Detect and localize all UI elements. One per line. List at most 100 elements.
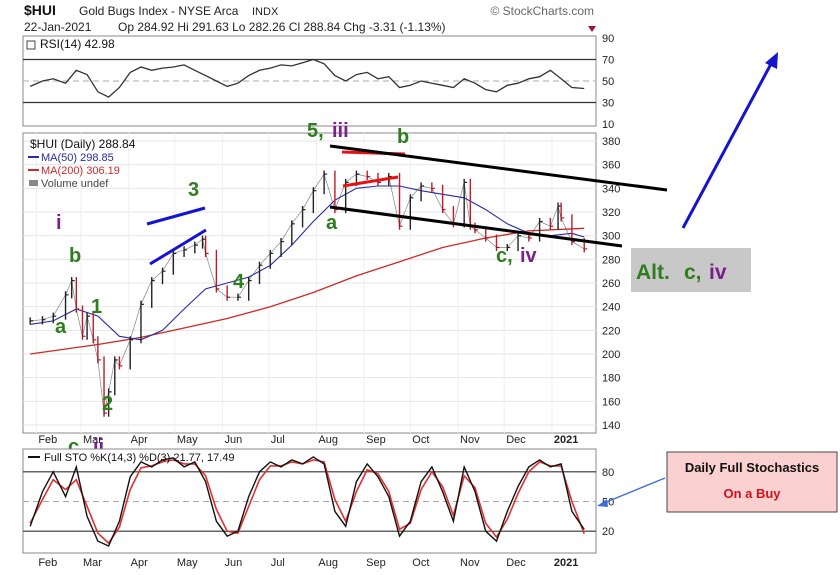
rsi-marker-icon: [26, 40, 36, 50]
price-tick-180: 180: [602, 373, 620, 385]
rsi-tick-70: 70: [602, 55, 614, 67]
price-xlabel-Mar: Mar: [83, 434, 102, 446]
legend-ma50: MA(50) 298.85: [41, 152, 114, 164]
wave-labels: i b a 1 2 c, ii 3 4 5, iii b a c, iv: [55, 120, 538, 458]
sto-xlabel-Aug: Aug: [318, 557, 338, 569]
price-xlabel-Jul: Jul: [271, 434, 285, 446]
legend-price: $HUI (Daily) 288.84: [30, 137, 136, 151]
symbol: $HUI: [24, 2, 56, 18]
wave-label-2: 2: [102, 393, 113, 415]
price-tick-280: 280: [602, 254, 620, 266]
wave-label-b: b: [69, 245, 81, 267]
sto-title: Full STO %K(14,3) %D(3) 21.77, 17.49: [44, 452, 235, 464]
sto-xlabel-Feb: Feb: [38, 557, 57, 569]
channel-upper-line: [329, 144, 668, 192]
rsi-y-ticks: 10 30 50 70 90: [602, 33, 614, 131]
wave-label-c-iv-iv: iv: [520, 245, 538, 267]
price-tick-260: 260: [602, 278, 620, 290]
price-grid: [23, 133, 596, 433]
sto-d-line: [29, 459, 585, 545]
alt-label-box: Alt. c, iv: [631, 248, 751, 292]
price-tick-340: 340: [602, 183, 620, 195]
wave-label-4: 4: [233, 271, 245, 293]
price-xlabel-2021: 2021: [554, 434, 578, 446]
price-xlabel-Oct: Oct: [412, 434, 429, 446]
sto-xlabel-Jun: Jun: [225, 557, 243, 569]
legend-volume-swatch: [29, 180, 38, 186]
wave-label-iii: iii: [332, 120, 349, 142]
price-line: [30, 173, 585, 414]
callout-arrow-icon: [597, 499, 608, 507]
channel-lower-line: [329, 205, 623, 248]
price-xlabel-May: May: [177, 434, 198, 446]
rsi-tick-90: 90: [602, 33, 614, 45]
price-tick-320: 320: [602, 207, 620, 219]
sto-xlabel-Oct: Oct: [412, 557, 429, 569]
alt-label-background: [631, 248, 751, 292]
change-down-icon: [588, 26, 596, 32]
sto-xlabel-Jul: Jul: [271, 557, 285, 569]
wave-label-a2: a: [326, 212, 338, 234]
source-credit: © StockCharts.com: [490, 4, 594, 18]
rsi-title: RSI(14) 42.98: [40, 37, 115, 51]
sto-k-line: [29, 456, 585, 547]
exchange: INDX: [252, 6, 279, 18]
price-xlabel-Sep: Sep: [366, 434, 386, 446]
ohlc-line: Op 284.92 Hi 291.63 Lo 282.26 Cl 288.84 …: [118, 20, 446, 34]
quote-date: 22-Jan-2021: [24, 20, 92, 34]
stochastics-callout: Daily Full Stochastics On a Buy: [597, 451, 838, 513]
price-xlabel-Dec: Dec: [506, 434, 526, 446]
sto-xlabel-Apr: Apr: [131, 557, 148, 569]
wave-label-a: a: [55, 316, 67, 338]
alt-label-c: c,: [684, 261, 702, 284]
price-tick-360: 360: [602, 160, 620, 172]
sto-x-ticks: Feb Mar Apr May Jun Jul Aug Sep Oct Nov Dec 2021: [38, 557, 578, 569]
rsi-grid: [23, 58, 596, 104]
legend-volume: Volume undef: [41, 178, 109, 190]
price-tick-220: 220: [602, 325, 620, 337]
callout-subtitle: On a Buy: [723, 486, 781, 501]
alt-label-prefix: Alt.: [636, 261, 670, 284]
sto-xlabel-Nov: Nov: [460, 557, 480, 569]
price-xlabel-Jun: Jun: [225, 434, 243, 446]
sto-xlabel-2021: 2021: [554, 557, 578, 569]
callout-title: Daily Full Stochastics: [685, 460, 819, 475]
legend-ma200: MA(200) 306.19: [41, 165, 120, 177]
wave-label-ii: ii: [93, 436, 104, 458]
price-tick-140: 140: [602, 420, 620, 432]
price-tick-300: 300: [602, 231, 620, 243]
rsi-panel: 10 30 50 70 90 RSI(14) 42.98: [22, 33, 614, 131]
price-xlabel-Aug: Aug: [318, 434, 338, 446]
sto-tick-80: 80: [602, 467, 614, 479]
price-x-ticks: Feb Mar Apr May Jun Jul Aug Sep Oct Nov Dec 2021: [38, 434, 578, 446]
rsi-tick-50: 50: [602, 76, 614, 88]
wave-label-c-iv-c: c,: [496, 245, 513, 267]
wave-label-b2: b: [397, 126, 409, 148]
wave-label-1: 1: [91, 296, 102, 318]
chart-header: $HUI Gold Bugs Index - NYSE Arca INDX © …: [24, 2, 596, 34]
flag-bottom-line: [149, 228, 207, 266]
wave-label-3: 3: [188, 179, 199, 201]
price-panel: 140160180200220240260280300320340360380 …: [22, 120, 668, 458]
alt-label-iv: iv: [709, 261, 727, 284]
sto-xlabel-May: May: [177, 557, 198, 569]
sto-xlabel-Mar: Mar: [83, 557, 102, 569]
sto-xlabel-Dec: Dec: [506, 557, 526, 569]
flag-top-line: [146, 206, 206, 226]
price-legend: $HUI (Daily) 288.84 MA(50) 298.85 MA(200…: [28, 137, 136, 190]
ma50-line: [30, 185, 585, 341]
red-bottom-line: [342, 175, 399, 188]
price-xlabel-Nov: Nov: [460, 434, 480, 446]
wave-label-i: i: [56, 212, 62, 234]
price-tick-200: 200: [602, 349, 620, 361]
price-xlabel-Feb: Feb: [38, 434, 57, 446]
sto-xlabel-Sep: Sep: [366, 557, 386, 569]
trend-lines: [146, 144, 668, 266]
index-name: Gold Bugs Index - NYSE Arca: [79, 4, 239, 18]
price-y-ticks: 140 160 180 200 220 240 260 280 300 320 340 360 380: [602, 136, 620, 432]
wave-label-5: 5,: [307, 120, 324, 142]
price-xlabel-Apr: Apr: [131, 434, 148, 446]
